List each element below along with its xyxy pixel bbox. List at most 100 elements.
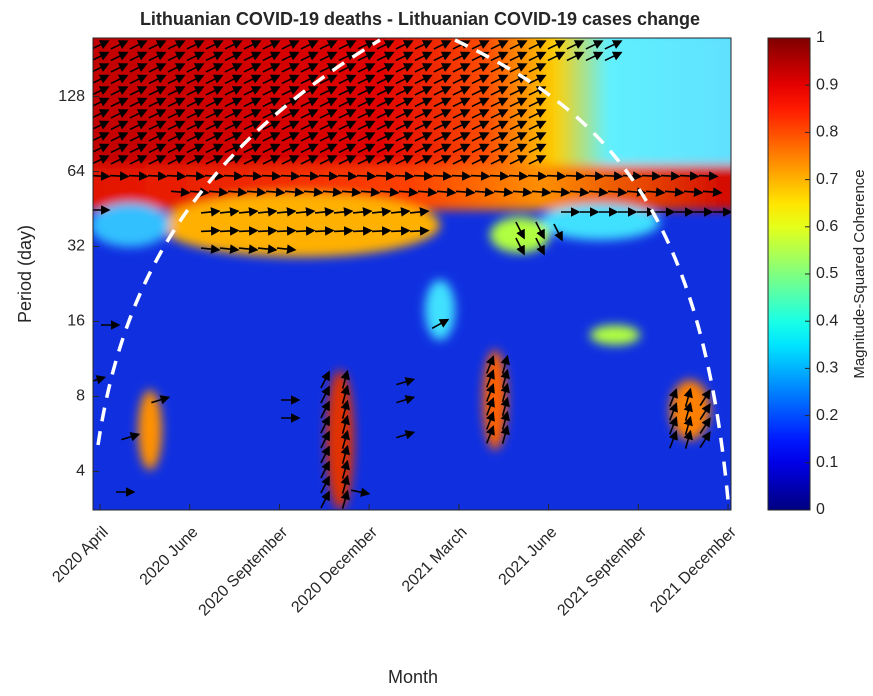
phase-arrow bbox=[376, 40, 395, 50]
phase-arrow bbox=[262, 86, 281, 96]
phase-arrow bbox=[396, 395, 416, 405]
phase-arrow bbox=[223, 171, 244, 181]
phase-arrow bbox=[641, 171, 662, 181]
x-tick-label: 2020 April bbox=[49, 524, 111, 586]
phase-arrow bbox=[110, 155, 129, 165]
phase-arrow bbox=[299, 171, 320, 181]
phase-arrow bbox=[493, 187, 514, 197]
phase-arrow bbox=[148, 143, 167, 154]
phase-arrow bbox=[224, 132, 243, 142]
x-tick-label: 2020 September bbox=[196, 523, 292, 619]
phase-arrow bbox=[509, 132, 528, 142]
phase-arrow bbox=[322, 187, 343, 197]
x-tick-label: 2020 June bbox=[137, 524, 202, 589]
phase-arrow bbox=[376, 86, 395, 96]
phase-arrow bbox=[148, 155, 167, 165]
phase-arrow bbox=[490, 109, 509, 119]
phase-arrow bbox=[227, 187, 248, 197]
colorbar-tick-label: 0.1 bbox=[816, 454, 838, 471]
phase-arrow bbox=[531, 187, 552, 197]
phase-arrow bbox=[395, 120, 414, 131]
phase-arrow bbox=[320, 445, 330, 464]
phase-arrow bbox=[167, 63, 186, 73]
phase-arrow bbox=[284, 187, 305, 197]
phase-arrow bbox=[357, 132, 376, 142]
phase-arrow bbox=[528, 97, 547, 108]
phase-arrow bbox=[471, 97, 490, 108]
phase-arrow bbox=[281, 51, 300, 62]
phase-arrow bbox=[320, 490, 330, 509]
phase-arrow bbox=[238, 207, 259, 217]
phase-arrow bbox=[645, 187, 666, 197]
phase-arrow bbox=[167, 51, 186, 62]
colorbar-tick-label: 0.4 bbox=[816, 312, 838, 329]
y-tick-label: 128 bbox=[58, 88, 85, 105]
phase-arrow bbox=[186, 74, 205, 85]
phase-arrow bbox=[167, 132, 186, 142]
phase-arrow bbox=[261, 171, 282, 181]
phase-arrow bbox=[452, 109, 471, 119]
phase-arrow bbox=[376, 132, 395, 142]
colorbar-tick-label: 0.8 bbox=[816, 124, 838, 141]
phase-arrow bbox=[224, 51, 243, 62]
x-tick-label: 2021 September bbox=[554, 523, 650, 619]
phase-arrow bbox=[281, 155, 300, 165]
phase-arrow bbox=[417, 187, 438, 197]
phase-arrow bbox=[490, 40, 509, 50]
phase-arrow bbox=[395, 40, 414, 50]
phase-arrow bbox=[535, 237, 545, 256]
phase-arrow bbox=[300, 120, 319, 131]
phase-arrow bbox=[490, 132, 509, 142]
phase-arrow bbox=[93, 120, 110, 130]
phase-arrow bbox=[129, 74, 148, 85]
phase-arrow bbox=[376, 51, 395, 62]
phase-arrow bbox=[262, 155, 281, 165]
phase-arrow bbox=[490, 74, 509, 85]
phase-arrow bbox=[205, 120, 224, 131]
phase-arrow bbox=[110, 120, 129, 131]
phase-arrow bbox=[129, 109, 148, 119]
phase-arrow bbox=[333, 226, 354, 236]
phase-arrow bbox=[243, 51, 262, 62]
phase-arrow bbox=[295, 226, 316, 236]
phase-arrow bbox=[455, 187, 476, 197]
phase-arrow bbox=[148, 97, 167, 108]
phase-arrow bbox=[320, 385, 330, 404]
phase-arrow bbox=[699, 403, 711, 421]
phase-arrow bbox=[357, 109, 376, 119]
phase-arrow bbox=[238, 244, 259, 254]
phase-arrow bbox=[205, 132, 224, 142]
phase-arrow bbox=[200, 244, 221, 254]
phase-arrow bbox=[110, 74, 129, 85]
colorbar-tick-label: 0.6 bbox=[816, 218, 838, 235]
phase-arrow bbox=[319, 51, 338, 62]
phase-arrow bbox=[320, 400, 330, 419]
phase-arrow bbox=[129, 97, 148, 108]
phase-arrow bbox=[205, 40, 224, 50]
phase-arrow bbox=[319, 143, 338, 154]
phase-arrow bbox=[535, 221, 545, 240]
phase-arrow bbox=[452, 63, 471, 73]
phase-arrow bbox=[338, 86, 357, 96]
phase-arrow bbox=[528, 155, 547, 165]
phase-arrow bbox=[433, 40, 452, 50]
phase-arrow bbox=[500, 424, 510, 444]
phase-arrow bbox=[205, 74, 224, 85]
phase-arrow bbox=[376, 109, 395, 119]
phase-arrow bbox=[471, 40, 490, 50]
phase-arrow bbox=[604, 51, 623, 62]
phase-arrow bbox=[148, 132, 167, 142]
phase-arrow bbox=[208, 187, 229, 197]
phase-arrow bbox=[262, 74, 281, 85]
phase-arrow bbox=[409, 226, 430, 236]
phase-arrow bbox=[243, 155, 262, 165]
phase-arrow bbox=[300, 97, 319, 108]
phase-arrow bbox=[300, 40, 319, 50]
phase-arrow bbox=[281, 109, 300, 119]
phase-arrow bbox=[338, 155, 357, 165]
phase-arrow bbox=[528, 74, 547, 85]
phase-arrow bbox=[512, 187, 533, 197]
phase-arrow bbox=[338, 74, 357, 85]
phase-arrow bbox=[319, 40, 338, 50]
phase-arrow bbox=[471, 132, 490, 142]
